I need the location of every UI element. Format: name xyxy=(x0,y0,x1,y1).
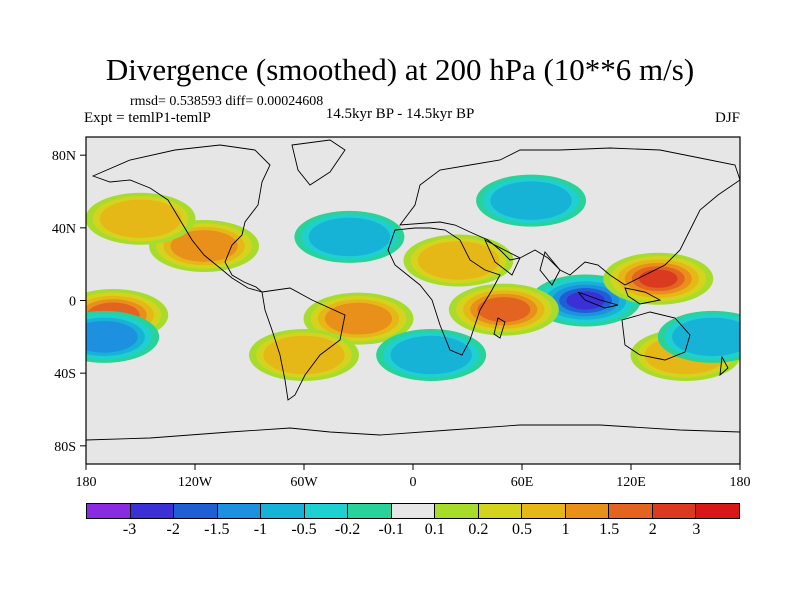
x-tick-label: 120E xyxy=(616,475,646,490)
y-tick-label: 40N xyxy=(52,222,76,237)
field-blob-14-2 xyxy=(263,335,345,375)
x-tick-label: 60W xyxy=(290,475,318,490)
x-tick-label: 60E xyxy=(511,475,534,490)
colorbar-label: -0.1 xyxy=(378,521,404,538)
field-blob-4-3 xyxy=(324,302,393,335)
y-tick-label: 80S xyxy=(54,440,76,455)
colorbar-swatch xyxy=(304,504,349,518)
colorbar-label: -1 xyxy=(253,521,268,538)
colorbar-label: -0.5 xyxy=(291,521,317,538)
x-tick-label: 180 xyxy=(730,475,751,490)
field-blob-12-2 xyxy=(490,181,572,220)
colorbar-label: -2 xyxy=(166,521,180,538)
y-axis: 80N 40N 0 40S 80S xyxy=(52,149,86,455)
colorbar-swatch xyxy=(478,504,523,518)
colorbar-swatch xyxy=(565,504,610,518)
colorbar-swatch xyxy=(261,504,305,518)
colorbar-label: 0.5 xyxy=(512,521,532,538)
colorbar-label: -1.5 xyxy=(204,521,230,538)
colorbar-swatch xyxy=(87,504,131,518)
divergence-field xyxy=(86,174,740,381)
x-tick-label: 120W xyxy=(178,475,213,490)
colorbar-label: 3 xyxy=(692,521,701,538)
colorbar-swatch xyxy=(348,504,392,518)
field-blob-6-2 xyxy=(417,241,500,280)
period-label: 14.5kyr BP - 14.5kyr BP xyxy=(325,106,475,122)
field-blob-13-2 xyxy=(672,317,740,357)
season-label: DJF xyxy=(714,110,740,126)
colorbar-swatch xyxy=(174,504,218,518)
field-blob-9-2 xyxy=(308,217,391,257)
colorbar xyxy=(86,503,740,519)
colorbar-label: 0.2 xyxy=(468,521,489,538)
field-blob-5-3 xyxy=(170,230,238,262)
field-blob-11-2 xyxy=(390,335,472,375)
chart-title: Divergence (smoothed) at 200 hPa (10**6 … xyxy=(105,52,695,87)
colorbar-label: 1 xyxy=(561,521,570,538)
x-axis: 180 120W 60W 0 60E 120E 180 xyxy=(76,464,751,490)
coastlines xyxy=(86,139,740,441)
experiment-label: Expt = temlP1-temlP xyxy=(84,110,211,126)
colorbar-label: -3 xyxy=(122,521,137,538)
field-blob-7-2 xyxy=(99,199,182,238)
colorbar-swatch xyxy=(435,504,479,518)
colorbar-swatch xyxy=(522,504,566,518)
x-tick-label: 0 xyxy=(410,475,417,490)
colorbar-swatch xyxy=(130,504,175,518)
y-tick-label: 0 xyxy=(69,295,76,310)
field-blob-1-5 xyxy=(639,269,678,288)
x-tick-label: 180 xyxy=(76,475,97,490)
colorbar-label: -0.2 xyxy=(334,521,361,538)
colorbar-label: 0.1 xyxy=(424,521,445,538)
colorbar-label: 2 xyxy=(648,521,657,538)
colorbar-swatch xyxy=(391,504,436,518)
y-tick-label: 80N xyxy=(52,149,76,164)
colorbar-swatch xyxy=(696,504,739,518)
y-tick-label: 40S xyxy=(54,367,76,382)
stats-label: rmsd= 0.538593 diff= 0.00024608 xyxy=(130,94,324,109)
colorbar-swatch xyxy=(217,504,262,518)
colorbar-label: 1.5 xyxy=(599,521,620,538)
colorbar-swatch xyxy=(652,504,697,518)
colorbar-swatch xyxy=(609,504,653,518)
field-blob-3-4 xyxy=(477,297,531,323)
field-blob-10-3 xyxy=(86,320,138,353)
